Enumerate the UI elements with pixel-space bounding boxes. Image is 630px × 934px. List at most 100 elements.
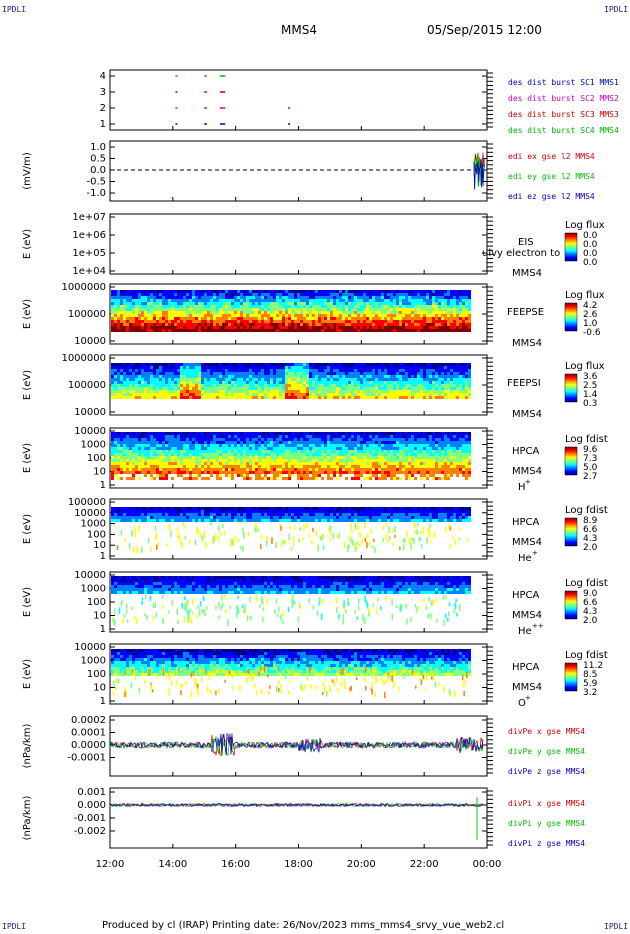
speckle-hpca_o (266, 674, 269, 678)
speckle-hpca_hepp (244, 604, 246, 609)
speckle-hpca_o (209, 673, 212, 677)
speckle-hpca_o (308, 666, 311, 673)
speckle-hpca_hepp (123, 614, 126, 618)
speckle-hpca_he (392, 541, 394, 547)
legend-entry-edi: edi ez gse l2 MMS4 (508, 192, 595, 201)
speckle-hpca_hepp (225, 609, 227, 614)
speckle-hpca_he (329, 529, 332, 536)
colorbar-tick-eis: 0.0 (583, 258, 598, 268)
spectrogram-hpca_h (111, 432, 471, 480)
speckle-hpca_he (408, 537, 411, 545)
speckle-hpca_he (131, 529, 133, 537)
speckle-hpca_o (113, 690, 115, 697)
speckle-hpca_he (311, 540, 313, 545)
colorbar-tick-hpca_he: 2.0 (583, 543, 598, 553)
speckle-hpca_hepp (275, 598, 278, 604)
speckle-hpca_he (449, 526, 452, 531)
speckle-hpca_he (199, 533, 202, 538)
y-tick-label-feepse: 10000 (74, 336, 106, 347)
speckle-hpca_hepp (282, 619, 284, 625)
colorbar-hpca_h (564, 446, 578, 476)
speckle-hpca_o (343, 678, 345, 684)
speckle-hpca_o (425, 688, 427, 692)
speckle-hpca_o (372, 673, 375, 679)
speckle-hpca_hepp (191, 611, 194, 615)
speckle-hpca_o (132, 671, 135, 676)
speckle-hpca_hepp (145, 595, 147, 600)
speckle-hpca_o (208, 677, 211, 681)
speckle-hpca_hepp (143, 613, 146, 617)
legend-entry-divpe: divPe x gse MMS4 (508, 727, 585, 736)
speckle-hpca_o (138, 687, 141, 694)
speckle-hpca_o (179, 684, 182, 688)
speckle-hpca_he (391, 527, 394, 533)
speckle-hpca_he (128, 543, 131, 550)
speckle-hpca_hepp (294, 601, 296, 605)
speckle-hpca_hepp (235, 611, 238, 618)
speckle-hpca_o (322, 681, 325, 687)
speckle-hpca_he (426, 537, 428, 545)
speckle-hpca_o (180, 690, 182, 695)
speckle-hpca_hepp (335, 596, 338, 604)
divpe-series-z (109, 732, 484, 756)
speckle-hpca_hepp (297, 616, 300, 623)
colorbar-tick-feepse: 1.0 (583, 319, 598, 329)
spectrogram-hpca_hepp (111, 576, 471, 594)
speckle-hpca_hepp (176, 608, 179, 616)
speckle-hpca_he (290, 546, 293, 551)
speckle-hpca_he (361, 538, 363, 544)
speckle-hpca_hepp (291, 604, 294, 609)
speckle-hpca_o (407, 672, 410, 677)
speckle-hpca_hepp (436, 618, 438, 623)
speckle-hpca_he (156, 544, 158, 550)
speckle-hpca_hepp (181, 602, 184, 609)
speckle-hpca_o (287, 669, 289, 673)
speckle-hpca_he (312, 527, 314, 532)
speckle-hpca_he (429, 540, 432, 544)
speckle-hpca_hepp (185, 607, 187, 612)
speckle-hpca_hepp (372, 603, 375, 608)
speckle-hpca_o (301, 685, 304, 693)
speckle-hpca_o (337, 687, 339, 694)
y-tick-label-hpca_o: 10 (93, 683, 106, 694)
colorbar-tick-hpca_o: 11.2 (583, 661, 603, 671)
speckle-hpca_o (162, 668, 165, 675)
speckle-hpca_he (352, 541, 354, 546)
speckle-hpca_o (131, 669, 134, 675)
speckle-hpca_o (269, 685, 271, 689)
speckle-hpca_hepp (347, 601, 349, 607)
speckle-hpca_hepp (415, 606, 418, 613)
speckle-hpca_he (183, 524, 186, 530)
species-charge-hpca_o: + (525, 694, 531, 702)
colorbar-tick-hpca_he: 8.9 (583, 516, 598, 526)
y-tick-label-burst: 4 (100, 71, 106, 82)
speckle-hpca_he (166, 543, 169, 547)
speckle-hpca_hepp (319, 596, 321, 604)
speckle-hpca_he (181, 542, 183, 549)
speckle-hpca_he (301, 537, 304, 541)
speckle-hpca_hepp (414, 603, 417, 608)
speckle-hpca_he (394, 526, 396, 533)
speckle-hpca_he (322, 544, 325, 551)
x-tick-label: 16:00 (221, 859, 250, 870)
speckle-hpca_o (321, 691, 324, 696)
instrument-name-hpca_hepp: HPCA (512, 590, 540, 601)
speckle-hpca_hepp (342, 618, 345, 625)
speckle-hpca_hepp (453, 608, 456, 614)
speckle-hpca_he (466, 538, 469, 542)
spectrogram-feepsi (111, 363, 471, 399)
speckle-hpca_he (211, 537, 214, 545)
speckle-hpca_o (265, 666, 267, 672)
speckle-hpca_hepp (261, 598, 264, 606)
speckle-hpca_hepp (187, 613, 190, 619)
colorbar-tick-eis: 0.0 (583, 249, 598, 259)
speckle-hpca_hepp (145, 614, 148, 620)
speckle-hpca_hepp (447, 611, 450, 617)
speckle-hpca_o (318, 672, 321, 677)
speckle-hpca_he (371, 545, 373, 549)
speckle-hpca_he (157, 541, 159, 547)
speckle-hpca_o (134, 676, 137, 681)
speckle-hpca_he (347, 545, 349, 553)
y-tick-label-hpca_he: 1000 (81, 519, 106, 530)
speckle-hpca_hepp (455, 598, 457, 603)
